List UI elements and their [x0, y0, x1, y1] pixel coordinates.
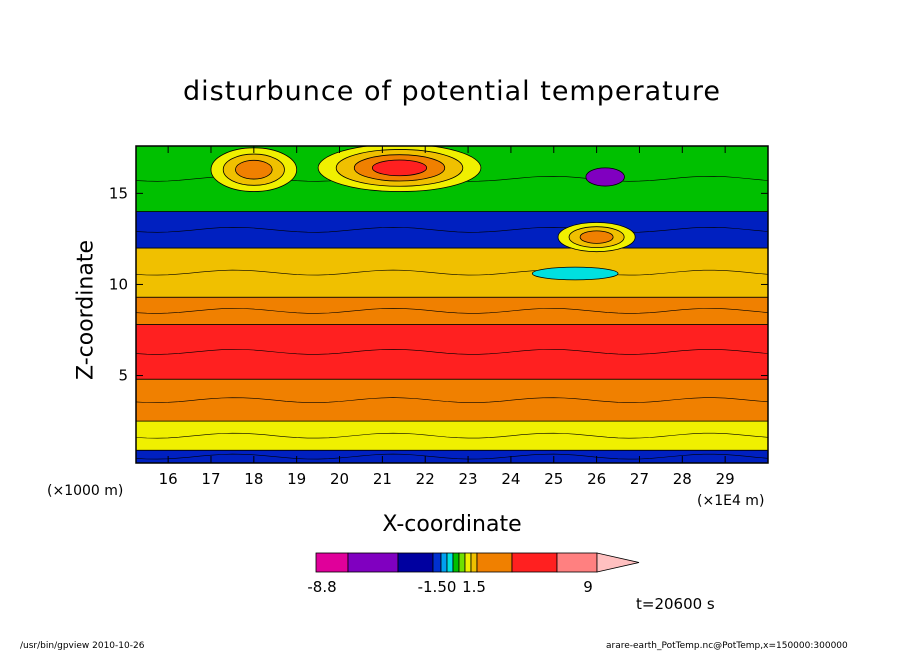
colorbar-segment — [397, 552, 434, 573]
x-tick-label: 17 — [201, 470, 220, 488]
colorbar-arrow — [596, 552, 640, 573]
contour-feature — [585, 167, 625, 187]
colorbar-label: -8.8 — [307, 578, 336, 596]
plot-frame — [135, 145, 769, 464]
contour-feature — [579, 230, 614, 244]
x-tick-label: 26 — [587, 470, 606, 488]
colorbar-segment — [315, 552, 349, 573]
x-unit-left-label: (×1000 m) — [47, 483, 124, 499]
x-tick-label: 22 — [416, 470, 435, 488]
contour-feature — [371, 159, 428, 177]
contour-line — [136, 308, 768, 314]
x-tick-label: 16 — [159, 470, 178, 488]
contour-line — [136, 269, 768, 276]
colorbar-segment — [452, 552, 460, 573]
contour-feature — [531, 266, 619, 281]
colorbar-segment — [432, 552, 442, 573]
chart-title: disturbunce of potential temperature — [183, 76, 721, 107]
contour-feature — [235, 159, 273, 180]
axes: 16 17 18 19 20 21 22 23 24 25 26 27 28 29 5 10 15 — [109, 146, 768, 488]
time-label: t=20600 s — [636, 595, 715, 613]
colorbar-segment — [458, 552, 466, 573]
colorbar: -8.8 -1.50 1.5 9 — [307, 552, 640, 596]
contour-field — [136, 146, 768, 463]
colorbar-segment — [464, 552, 472, 573]
x-tick-label: 20 — [330, 470, 349, 488]
contour-line — [136, 226, 768, 233]
colorbar-segment — [347, 552, 399, 573]
footer-left-text: /usr/bin/gpview 2010-10-26 — [20, 641, 145, 651]
y-tick-label: 15 — [109, 184, 128, 202]
contour-band — [136, 420, 768, 451]
x-tick-label: 25 — [544, 470, 563, 488]
x-tick-label: 19 — [287, 470, 306, 488]
x-unit-right-label: (×1E4 m) — [697, 493, 765, 509]
contour-line — [136, 397, 768, 403]
y-tick-label: 10 — [109, 275, 128, 293]
contour-line — [136, 453, 768, 460]
colorbar-segment — [446, 552, 454, 573]
contour-band — [136, 378, 768, 422]
x-tick-label: 29 — [716, 470, 735, 488]
colorbar-segment — [511, 552, 558, 573]
colorbar-segment — [556, 552, 598, 573]
x-tick-label: 28 — [673, 470, 692, 488]
colorbar-segment — [440, 552, 448, 573]
footer-right-text: arare-earth_PotTemp.nc@PotTemp,x=150000:… — [606, 641, 848, 651]
colorbar-label: 9 — [583, 578, 593, 596]
x-tick-label: 21 — [373, 470, 392, 488]
contour-band — [136, 324, 768, 380]
colorbar-label: -1.50 — [418, 578, 457, 596]
x-tick-label: 18 — [244, 470, 263, 488]
contour-band — [136, 247, 768, 298]
colorbar-label: 1.5 — [462, 578, 486, 596]
contour-band — [136, 296, 768, 325]
x-tick-label: 24 — [501, 470, 520, 488]
y-tick-label: 5 — [118, 367, 128, 385]
x-tick-label: 23 — [459, 470, 478, 488]
colorbar-segment — [476, 552, 513, 573]
x-tick-label: 27 — [630, 470, 649, 488]
x-axis-label: X-coordinate — [382, 512, 522, 537]
contour-band — [136, 211, 768, 249]
contour-line — [136, 349, 768, 355]
contour-line — [136, 432, 768, 439]
colorbar-segment — [470, 552, 478, 573]
